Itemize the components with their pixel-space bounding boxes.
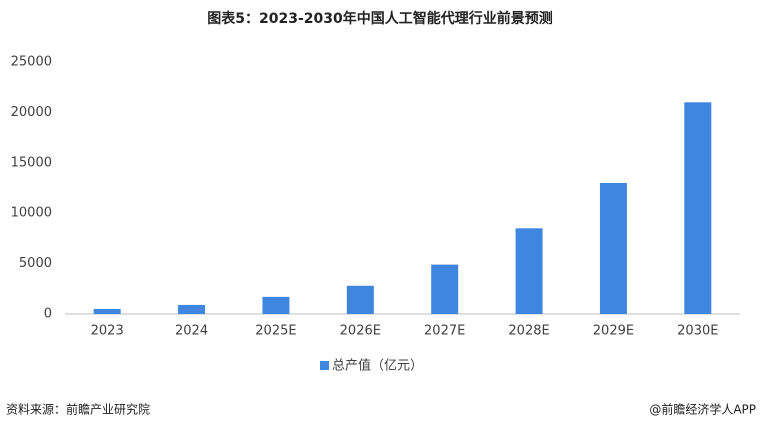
y-tick-label: 10000 (11, 206, 52, 221)
bar (262, 296, 290, 314)
x-tick-label: 2023 (91, 324, 124, 339)
bar (515, 228, 543, 314)
y-tick-label: 20000 (11, 105, 52, 120)
bar (599, 182, 627, 314)
chart-title: 图表5：2023-2030年中国人工智能代理行业前景预测 (207, 10, 552, 27)
x-tick-label: 2025E (255, 324, 296, 339)
x-tick-label: 2028E (508, 324, 549, 339)
bar (684, 102, 712, 314)
credit: @前瞻经济学人APP (649, 402, 756, 417)
bar (178, 304, 206, 314)
bar (346, 285, 374, 314)
bar (93, 308, 121, 314)
y-tick-label: 15000 (11, 155, 52, 170)
legend-label: 总产值（亿元） (332, 358, 423, 374)
bar (431, 264, 459, 314)
x-tick-label: 2030E (677, 324, 718, 339)
y-tick-label: 25000 (11, 55, 52, 70)
x-tick-label: 2024 (175, 324, 208, 339)
x-tick-label: 2029E (593, 324, 634, 339)
x-tick-label: 2027E (424, 324, 465, 339)
y-tick-label: 0 (44, 307, 52, 322)
source: 资料来源：前瞻产业研究院 (6, 402, 150, 417)
y-tick-label: 5000 (19, 256, 52, 271)
legend-swatch (320, 361, 329, 370)
x-tick-label: 2026E (340, 324, 381, 339)
